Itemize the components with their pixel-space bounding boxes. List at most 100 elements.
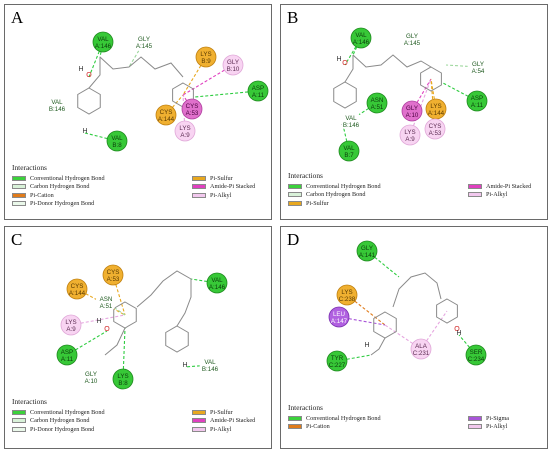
legend-label: Pi-Sulfur [210,408,233,416]
residue-disc [133,31,155,53]
legend-entry: Pi-Alkyl [192,191,271,199]
residue-name: GLY [361,245,373,252]
legend-entry: Pi-Donor Hydrogen Bond [12,425,192,433]
residue-disc [155,104,177,126]
residue-disc [60,314,82,336]
residue-position: A:53 [186,110,199,117]
residue-name: GLY [85,371,97,378]
panel-d-legend: Interactions Conventional Hydrogen Bond Pi… [288,403,547,431]
residue-disc [106,130,128,152]
residue-name: ALA [415,343,428,350]
residue-name: LYS [430,103,441,110]
interaction-line [190,278,218,284]
residue-name: VAL [343,145,355,152]
legend-entry: Pi-Donor Hydrogen Bond [12,200,192,208]
interaction-line [105,301,126,316]
residue-disc [195,46,217,68]
residue-position: C:234 [468,356,485,363]
residue-disc [336,284,358,306]
residue-name: VAL [204,359,216,366]
legend-label: Amide-Pi Stacked [486,182,532,190]
ligand-structure: HOH [96,270,192,369]
residue-name: VAL [111,135,123,142]
residue-position: A:144 [69,290,86,297]
residue-name: LYS [117,373,128,380]
residue-position: B:9 [201,58,211,65]
residue-position: B:8 [112,142,122,149]
residue-disc [424,118,446,140]
interaction-line [165,94,184,116]
legend-swatch [192,409,206,415]
residue-name: VAL [355,32,367,39]
atom-label: H [456,330,461,337]
interaction-line [458,334,477,356]
interaction-line [342,124,350,152]
panel-b-diagram: HOHVALA:146GLYA:145GLYA:54ASPA:11ASNA:51… [333,27,489,162]
residue-position: A:9 [180,132,190,139]
atom-label: O [454,326,460,333]
panel-c-diagram: HOHCYSA:53CYSA:144ASNA:51LYSA:9VALA:146A… [56,264,228,390]
atom-label: O [104,326,110,333]
residue-disc [222,54,244,76]
interaction-line [184,364,211,368]
residue-disc [366,92,388,114]
residue-name: ASP [61,349,73,356]
residue-disc [350,27,372,49]
residue-position: A:51 [100,303,113,310]
legend-swatch [12,184,26,189]
residue-disc [328,306,350,328]
residue-name: ASN [100,296,113,303]
residue-name: SER [470,349,483,356]
legend-swatch [12,175,26,181]
residue-position: B:146 [343,122,360,129]
residue-disc [401,28,423,50]
residue-name: CYS [160,109,173,116]
panel-a-legend: Interactions Conventional Hydrogen Bond Pi… [12,163,271,208]
legend-entry: Amide-Pi Stacked [192,417,271,425]
legend-title: Interactions [288,403,323,412]
legend-label: Pi-Sigma [486,414,510,422]
legend-swatch [192,426,206,432]
legend-swatch [468,192,482,197]
legend-entry: Pi-Sigma [468,414,547,422]
residue-disc [56,344,78,366]
residues: CYSA:53CYSA:144ASNA:51LYSA:9VALA:146ASPA… [56,264,228,390]
residue-disc [80,366,102,388]
legend-entry: Conventional Hydrogen Bond [288,182,468,190]
residue-name: VAL [97,36,109,43]
legend-label: Conventional Hydrogen Bond [306,182,381,190]
panel-c: H O H CYS A:53 CYS A:144 ASN A:51 LYS A:9 VAL A:146 A… [4,226,272,449]
legend-entry: Pi-Sulfur [288,199,468,207]
legend-entry: Carbon Hydrogen Bond [288,191,468,199]
panel-label: D [287,230,300,249]
legend-label: Pi-Donor Hydrogen Bond [30,425,95,433]
residue-position: A:9 [66,326,76,333]
residue-position: A:10 [406,112,419,119]
legend-label: Pi-Donor Hydrogen Bond [30,200,95,207]
legend-label: Pi-Alkyl [210,191,232,199]
legend-swatch [288,192,302,197]
legend-swatch [12,192,26,198]
residue-position: B:146 [202,366,219,373]
residue-position: B:7 [344,152,354,159]
legend-entry: Pi-Alkyl [192,425,271,433]
residue-position: A:11 [61,356,74,363]
residue-name: ASP [252,85,264,92]
legend-swatch [288,415,302,421]
residue-name: GLY [227,59,239,66]
legend-entry: Pi-Alkyl [468,191,547,199]
residue-disc [356,240,378,262]
residue-position: A:9 [405,136,415,143]
